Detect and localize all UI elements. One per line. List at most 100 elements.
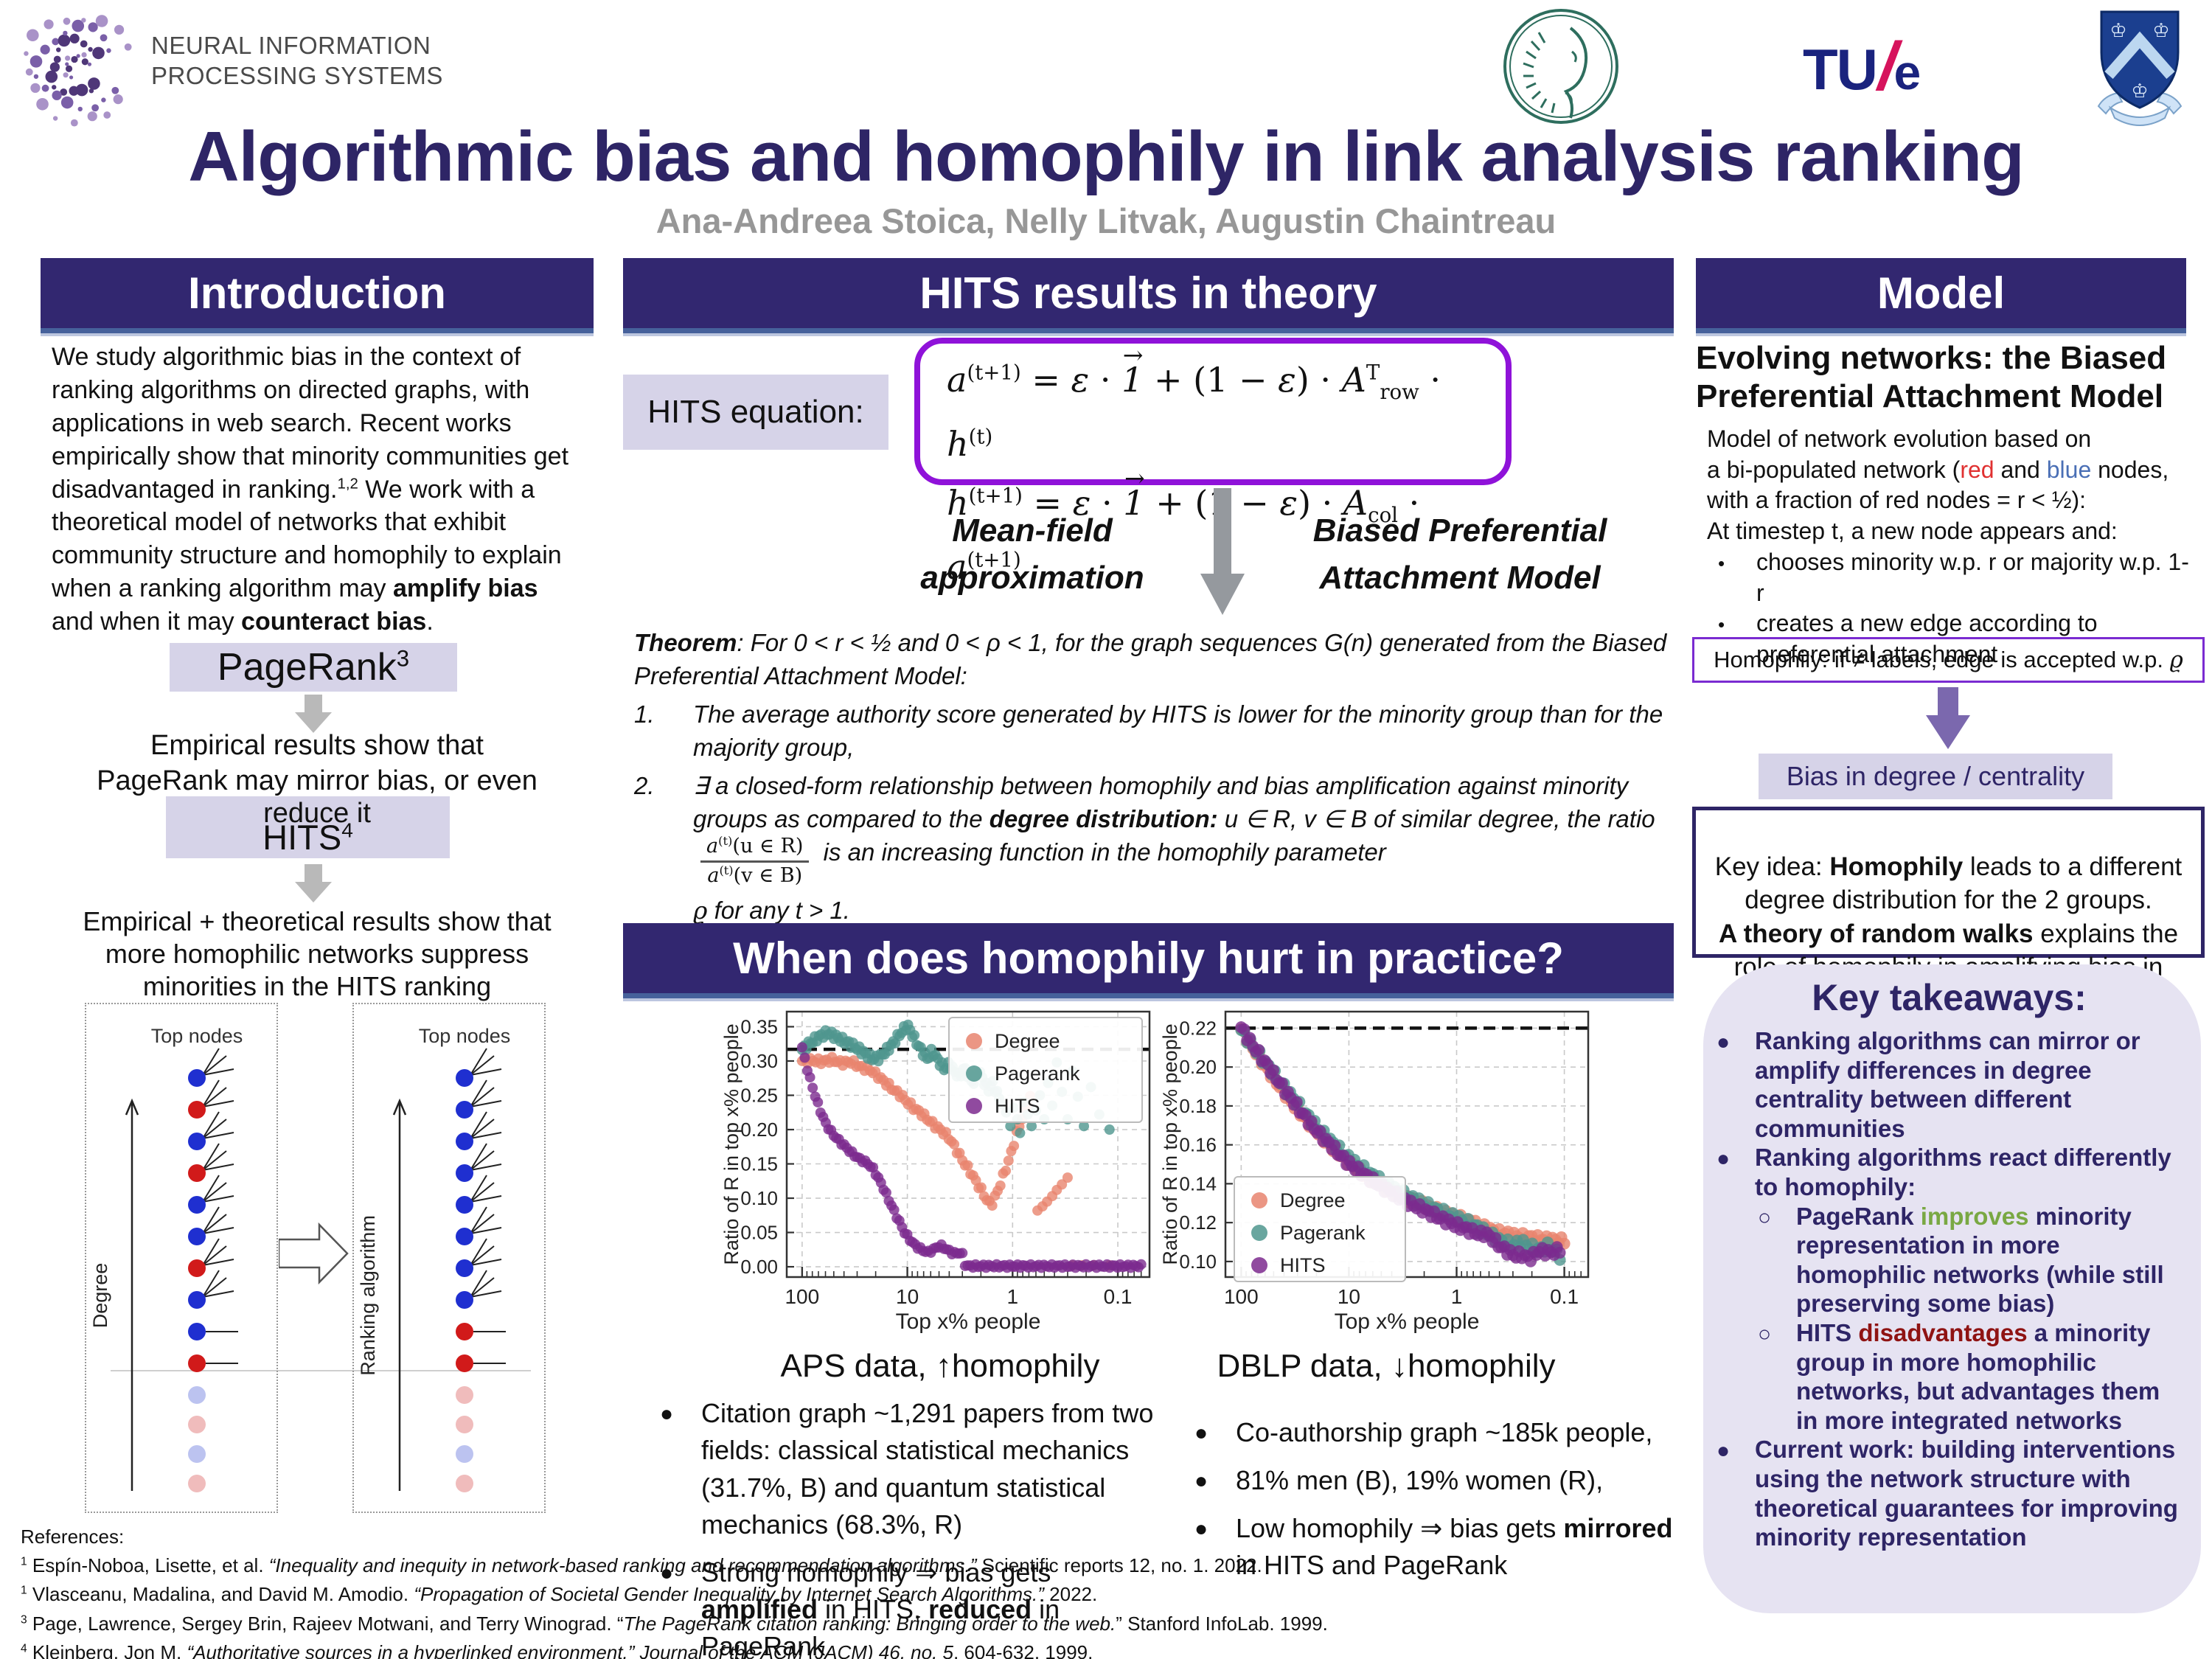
references-label: References: <box>21 1526 125 1548</box>
svg-text:Degree: Degree <box>995 1030 1060 1052</box>
key-takeaways-panel: Key takeaways: ● Ranking algorithms can m… <box>1703 964 2201 1613</box>
pagerank-label: PageRank3 <box>217 645 410 689</box>
hits-box <box>166 796 450 858</box>
bpam-label: Biased Preferential Attachment Model <box>1312 512 1607 596</box>
tue-slash: / <box>1877 29 1897 104</box>
svg-text:♔: ♔ <box>2152 19 2169 41</box>
takeaways-title: Key takeaways: <box>1812 977 2087 1018</box>
bullet-text: 81% men (B), 19% women (R), <box>1236 1465 1604 1495</box>
bullet-item: ● Co-authorship graph ~185k people, <box>1194 1414 1681 1452</box>
reference-item: 3 Page, Lawrence, Sergey Brin, Rajeev Mo… <box>21 1612 1328 1635</box>
diagram-right-box: Top nodes Ranking algorithm <box>352 1003 546 1513</box>
svg-text:Degree: Degree <box>1280 1189 1346 1211</box>
takeaway-text: PageRank improves minority representatio… <box>1796 1202 2164 1318</box>
svg-text:0.14: 0.14 <box>1179 1172 1217 1194</box>
aps-caption: APS data, ↑homophily <box>780 1348 1100 1384</box>
bullet-item: ● Low homophily ⇒ bias gets mirrored in H… <box>1194 1510 1681 1585</box>
theorem-end: ϱ for any t > 1. <box>693 895 850 925</box>
reference-item: 4 Kleinberg, Jon M. “Authoritative sourc… <box>21 1641 1093 1659</box>
reference-item: 1 Vlasceanu, Madalina, and David M. Amod… <box>21 1583 1098 1605</box>
hits-equation-label: HITS equation: <box>623 375 888 450</box>
takeaway-text: Current work: building interventions usi… <box>1755 1436 2178 1551</box>
svg-text:10: 10 <box>1338 1285 1360 1308</box>
svg-text:Pagerank: Pagerank <box>1280 1222 1366 1244</box>
bullet-text: Co-authorship graph ~185k people, <box>1236 1417 1653 1447</box>
takeaway-item: ● Ranking algorithms can mirror or amplif… <box>1717 1026 2182 1143</box>
tue-logo: TU/e <box>1803 28 1921 105</box>
svg-text:0.1: 0.1 <box>1550 1285 1579 1308</box>
svg-text:0.30: 0.30 <box>740 1050 778 1072</box>
hits-label-text: HITS4 <box>262 818 353 857</box>
dblp-scatter-chart: 0.10 0.12 0.14 0.16 0.18 0.20 0.22 100 10 1 0.1 Deg… <box>1159 1010 1590 1334</box>
flow2-text: Empirical + theoretical results show tha… <box>83 906 552 1001</box>
svg-text:♔: ♔ <box>2110 19 2126 41</box>
hits-equation-line2: h(t+1) = ε · 1 + (1 − ε) · Acol · a(t+1) <box>947 456 1479 600</box>
svg-text:HITS: HITS <box>995 1095 1040 1117</box>
bullet-dot-icon: ● <box>1194 1517 1208 1541</box>
intro-header: Introduction <box>41 258 594 328</box>
bullet-circle-icon: ○ <box>1758 1321 1772 1346</box>
bullet-item: ● Strong homophily ⇒ bias gets amplified … <box>660 1554 1172 1659</box>
svg-text:0.1: 0.1 <box>1104 1285 1133 1308</box>
hits-label: HITS4 <box>166 817 450 858</box>
svg-text:0.10: 0.10 <box>1179 1251 1217 1273</box>
takeaway-text: HITS disadvantages a minority group in m… <box>1796 1318 2160 1434</box>
svg-text:0.25: 0.25 <box>740 1084 778 1106</box>
poster-title: Algorithmic bias and homophily in link a… <box>188 117 2024 196</box>
theorem-intro: Theorem: For 0 < r < ½ and 0 < ρ < 1, fo… <box>634 629 1667 689</box>
down-arrow-icon <box>295 864 332 902</box>
bullet-circle-icon: ○ <box>1758 1205 1772 1230</box>
bullet-dot-icon: ● <box>660 1560 674 1585</box>
svg-text:0.22: 0.22 <box>1179 1017 1217 1039</box>
bullet-dot-icon: ● <box>1194 1469 1208 1493</box>
bullet-item: ● 81% men (B), 19% women (R), <box>1194 1462 1681 1500</box>
theorem-item-2-number: 2. <box>634 772 655 800</box>
degree-ranking-diagram-left: Top nodes Degree <box>89 1025 243 1492</box>
theorem-item-1-number: 1. <box>634 700 655 728</box>
flow1-line1: Empirical results show that <box>150 730 484 761</box>
svg-text:0.18: 0.18 <box>1179 1095 1217 1117</box>
bullet-dot-icon: ● <box>1194 1421 1208 1445</box>
flow1-line2: PageRank may mirror bias, or even <box>97 765 538 796</box>
theorem-item-1-text: The average authority score generated by… <box>693 700 1663 761</box>
svg-text:100: 100 <box>1224 1285 1259 1308</box>
flow1-line3: reduce it <box>263 798 371 829</box>
svg-text:0.10: 0.10 <box>740 1187 778 1209</box>
svg-text:0.20: 0.20 <box>740 1119 778 1141</box>
bullet-item: • chooses minority w.p. r or majority w.p… <box>1718 547 2194 608</box>
references: References: 1 Espín-Noboa, Lisette, et a… <box>21 1525 1407 1659</box>
svg-text:Top x% people: Top x% people <box>896 1310 1041 1334</box>
svg-text:0.12: 0.12 <box>1179 1211 1217 1234</box>
homophily-box-text: Homophily: if ≠ labels, edge is accepted… <box>1714 647 2183 673</box>
theory-header: HITS results in theory <box>623 258 1674 328</box>
purple-down-arrow-icon <box>1926 687 1970 749</box>
bullet-text: Strong homophily ⇒ bias gets amplified i… <box>701 1557 1060 1659</box>
svg-text:Top x% people: Top x% people <box>1335 1310 1480 1334</box>
key-idea-box: Key idea: Homophily leads to a different… <box>1692 807 2205 1048</box>
aps-bullets: ● Citation graph ~1,291 papers from two f… <box>660 1395 1172 1659</box>
bias-box: Bias in degree / centrality <box>1759 754 2112 799</box>
svg-text:0.35: 0.35 <box>740 1015 778 1037</box>
degree-ranking-diagram-right: Top nodes Ranking algorithm <box>357 1025 511 1492</box>
right-arrow-icon <box>279 1222 349 1285</box>
takeaway-item: ● Ranking algorithms react differently to… <box>1717 1143 2182 1201</box>
bullet-text: chooses minority w.p. r or majority w.p.… <box>1756 549 2189 606</box>
tue-e: e <box>1893 45 1921 100</box>
mpi-logo-icon <box>1503 9 1618 124</box>
bullet-item: ● Citation graph ~1,291 papers from two f… <box>660 1395 1172 1544</box>
dblp-bullets: ● Co-authorship graph ~185k people, ● 81% … <box>1194 1414 1681 1595</box>
bullet-dot-icon: • <box>1718 613 1725 636</box>
svg-text:Top nodes: Top nodes <box>419 1025 511 1047</box>
svg-text:Ranking algorithm: Ranking algorithm <box>357 1215 379 1376</box>
neurips-logo-icon <box>24 15 132 127</box>
svg-text:♔: ♔ <box>2131 80 2148 102</box>
model-header: Model <box>1696 258 2186 328</box>
theorem-item-1: 1. The average authority score generated… <box>634 698 1674 764</box>
model-bullets: • chooses minority w.p. r or majority w.p… <box>1718 547 2194 669</box>
homophily-box: Homophily: if ≠ labels, edge is accepted… <box>1692 637 2205 683</box>
neurips-logo-text: NEURAL INFORMATION PROCESSING SYSTEMS <box>151 31 443 91</box>
takeaway-text: Ranking algorithms can mirror or amplify… <box>1755 1027 2140 1142</box>
neurips-line2: PROCESSING SYSTEMS <box>151 61 443 89</box>
takeaway-text: Ranking algorithms react differently to … <box>1755 1144 2171 1200</box>
